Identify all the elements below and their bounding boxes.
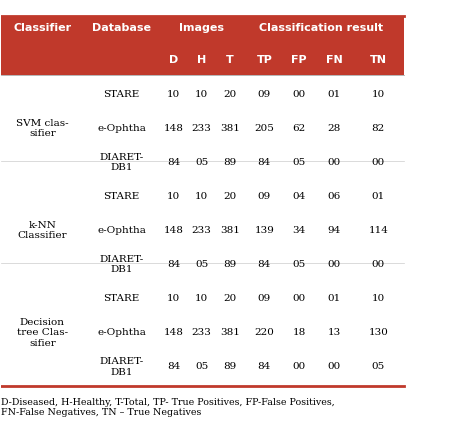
Text: 10: 10 xyxy=(167,294,180,303)
Text: 05: 05 xyxy=(292,158,306,167)
Text: 20: 20 xyxy=(223,192,237,201)
Text: 233: 233 xyxy=(191,328,211,337)
Text: 05: 05 xyxy=(195,260,208,269)
Text: 00: 00 xyxy=(292,363,306,371)
Text: 04: 04 xyxy=(292,192,306,201)
Text: 148: 148 xyxy=(164,226,183,235)
Text: 18: 18 xyxy=(292,328,306,337)
Text: 05: 05 xyxy=(372,363,385,371)
Text: 148: 148 xyxy=(164,328,183,337)
Text: 89: 89 xyxy=(223,363,237,371)
Text: 10: 10 xyxy=(195,294,208,303)
Bar xyxy=(1,16,404,75)
Text: 13: 13 xyxy=(328,328,341,337)
Text: 00: 00 xyxy=(328,363,341,371)
Text: e-Ophtha: e-Ophtha xyxy=(97,328,146,337)
Text: 84: 84 xyxy=(258,260,271,269)
Text: 01: 01 xyxy=(328,294,341,303)
Text: 10: 10 xyxy=(372,294,385,303)
Text: DIARET-
DB1: DIARET- DB1 xyxy=(100,357,144,376)
Text: 28: 28 xyxy=(328,124,341,133)
Text: 233: 233 xyxy=(191,124,211,133)
Text: 00: 00 xyxy=(328,158,341,167)
Text: 20: 20 xyxy=(223,294,237,303)
Text: 205: 205 xyxy=(255,124,274,133)
Text: FN: FN xyxy=(326,55,342,65)
Text: 381: 381 xyxy=(220,226,240,235)
Text: k-NN
Classifier: k-NN Classifier xyxy=(18,221,67,240)
Text: 10: 10 xyxy=(195,90,208,99)
Text: 00: 00 xyxy=(292,90,306,99)
Text: Database: Database xyxy=(92,23,151,33)
Text: 09: 09 xyxy=(258,192,271,201)
Text: 89: 89 xyxy=(223,158,237,167)
Text: H: H xyxy=(197,55,206,65)
Text: 114: 114 xyxy=(368,226,388,235)
Text: SVM clas-
sifier: SVM clas- sifier xyxy=(16,118,69,138)
Text: 20: 20 xyxy=(223,90,237,99)
Text: Decision
tree Clas-
sifier: Decision tree Clas- sifier xyxy=(17,318,68,348)
Text: 381: 381 xyxy=(220,328,240,337)
Text: T: T xyxy=(226,55,234,65)
Text: D-Diseased, H-Healthy, T-Total, TP- True Positives, FP-False Positives,
FN-False: D-Diseased, H-Healthy, T-Total, TP- True… xyxy=(1,398,335,418)
Text: 220: 220 xyxy=(255,328,274,337)
Text: 09: 09 xyxy=(258,90,271,99)
Text: TP: TP xyxy=(256,55,272,65)
Text: 84: 84 xyxy=(258,158,271,167)
Text: e-Ophtha: e-Ophtha xyxy=(97,226,146,235)
Text: 148: 148 xyxy=(164,124,183,133)
Text: 62: 62 xyxy=(292,124,306,133)
Text: 82: 82 xyxy=(372,124,385,133)
Text: 233: 233 xyxy=(191,226,211,235)
Text: Classifier: Classifier xyxy=(13,23,72,33)
Text: 381: 381 xyxy=(220,124,240,133)
Text: FP: FP xyxy=(292,55,307,65)
Text: 06: 06 xyxy=(328,192,341,201)
Text: 94: 94 xyxy=(328,226,341,235)
Text: TN: TN xyxy=(370,55,387,65)
Text: STARE: STARE xyxy=(103,192,140,201)
Text: 84: 84 xyxy=(167,363,180,371)
Text: STARE: STARE xyxy=(103,90,140,99)
Text: 00: 00 xyxy=(372,260,385,269)
Text: 05: 05 xyxy=(292,260,306,269)
Text: 84: 84 xyxy=(167,260,180,269)
Text: 10: 10 xyxy=(372,90,385,99)
Text: 84: 84 xyxy=(258,363,271,371)
Text: STARE: STARE xyxy=(103,294,140,303)
Text: 01: 01 xyxy=(328,90,341,99)
Text: DIARET-
DB1: DIARET- DB1 xyxy=(100,255,144,274)
Text: 00: 00 xyxy=(372,158,385,167)
Text: 05: 05 xyxy=(195,363,208,371)
Text: Images: Images xyxy=(179,23,224,33)
Text: 10: 10 xyxy=(167,192,180,201)
Text: 00: 00 xyxy=(292,294,306,303)
Text: 10: 10 xyxy=(167,90,180,99)
Text: 10: 10 xyxy=(195,192,208,201)
Text: 89: 89 xyxy=(223,260,237,269)
Text: 84: 84 xyxy=(167,158,180,167)
Text: 05: 05 xyxy=(195,158,208,167)
Text: e-Ophtha: e-Ophtha xyxy=(97,124,146,133)
Text: 34: 34 xyxy=(292,226,306,235)
Text: Classification result: Classification result xyxy=(259,23,383,33)
Text: 00: 00 xyxy=(328,260,341,269)
Text: 130: 130 xyxy=(368,328,388,337)
Text: 09: 09 xyxy=(258,294,271,303)
Text: DIARET-
DB1: DIARET- DB1 xyxy=(100,153,144,172)
Text: 139: 139 xyxy=(255,226,274,235)
Text: D: D xyxy=(169,55,178,65)
Text: 01: 01 xyxy=(372,192,385,201)
